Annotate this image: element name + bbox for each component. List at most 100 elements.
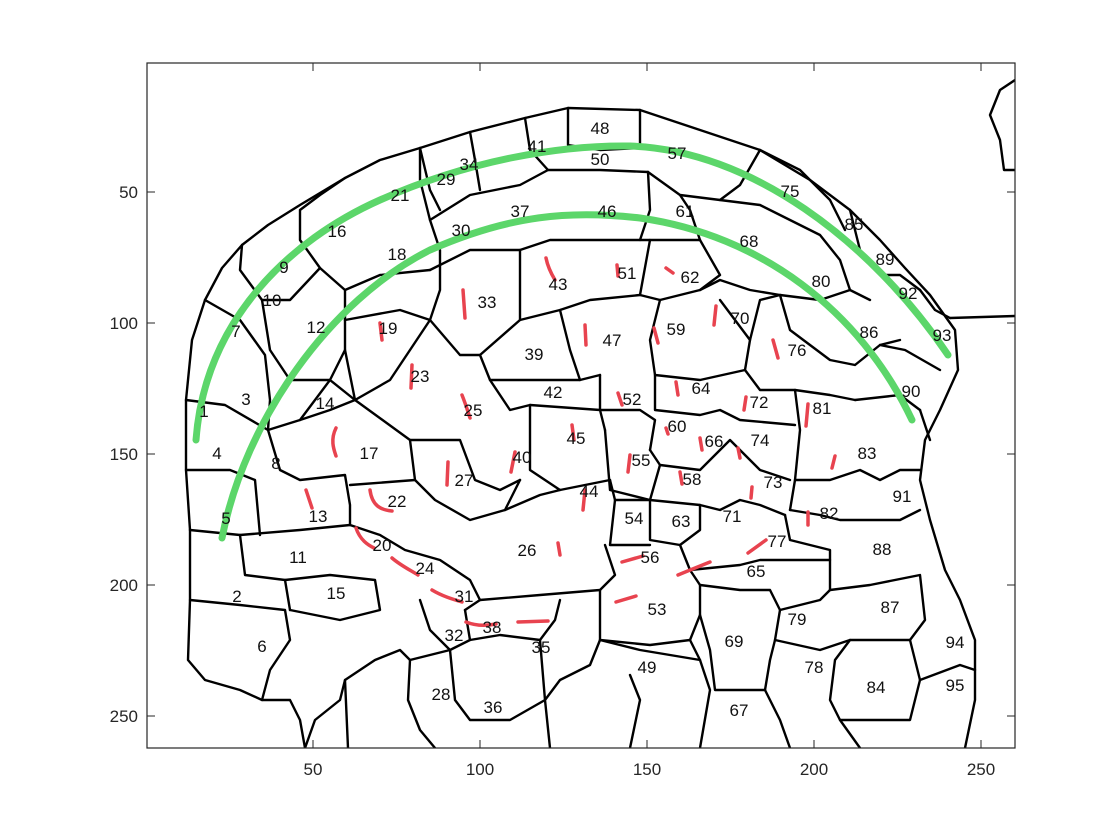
region-label: 80	[812, 272, 831, 291]
red-stroke	[615, 263, 620, 278]
region-label: 63	[672, 512, 691, 531]
region-label: 73	[764, 473, 783, 492]
region-label: 87	[881, 598, 900, 617]
region-label: 21	[391, 186, 410, 205]
region-label: 34	[460, 155, 479, 174]
x-axis	[312, 63, 982, 748]
boundary	[558, 308, 582, 382]
red-stroke	[516, 619, 550, 624]
region-label: 18	[388, 245, 407, 264]
region-label: 95	[946, 676, 965, 695]
red-stroke	[742, 395, 748, 412]
y-tick-label: 200	[110, 576, 138, 595]
x-tick-label: 250	[967, 760, 995, 779]
region-label: 68	[740, 232, 759, 251]
region-label: 25	[464, 401, 483, 420]
region-label: 45	[567, 429, 586, 448]
region-label: 15	[327, 584, 346, 603]
red-stroke	[430, 588, 464, 604]
region-label: 28	[432, 685, 451, 704]
red-stroke	[390, 556, 420, 577]
boundary	[878, 343, 942, 372]
region-label: 53	[648, 600, 667, 619]
boundary	[758, 148, 847, 232]
boundary	[783, 513, 832, 592]
region-label: 3	[241, 390, 250, 409]
red-stroke	[583, 323, 588, 347]
x-tick-label: 150	[633, 760, 661, 779]
region-label: 1	[199, 402, 208, 421]
red-stroke	[509, 450, 517, 474]
boundary	[566, 106, 642, 152]
boundary	[184, 398, 357, 432]
red-stroke	[698, 436, 704, 452]
region-label: 47	[603, 331, 622, 350]
boundary	[343, 318, 482, 402]
region-label: 70	[731, 309, 750, 328]
region-label: 58	[683, 470, 702, 489]
region-label: 36	[484, 698, 503, 717]
boundary	[688, 638, 712, 748]
region-label: 89	[876, 250, 895, 269]
boundary	[788, 388, 802, 512]
boundary	[638, 278, 782, 302]
red-stroke	[830, 454, 837, 470]
region-label: 81	[813, 399, 832, 418]
region-label: 91	[893, 487, 912, 506]
region-label: 44	[580, 482, 599, 501]
region-label: 2	[232, 587, 241, 606]
region-label: 50	[591, 150, 610, 169]
region-label: 88	[873, 540, 892, 559]
boundary	[238, 533, 292, 612]
region-label: 30	[452, 221, 471, 240]
boundary	[918, 408, 932, 442]
y-tick-label: 100	[110, 314, 138, 333]
red-stroke	[378, 321, 384, 342]
boundary	[678, 543, 832, 572]
region-label: 52	[623, 390, 642, 409]
boundary	[918, 288, 952, 320]
region-label: 76	[788, 341, 807, 360]
region-label: 22	[388, 492, 407, 511]
outer-arc	[192, 142, 952, 444]
region-label: 84	[867, 678, 886, 697]
region-label: 77	[768, 532, 787, 551]
red-stroke	[674, 380, 680, 397]
red-stroke	[409, 363, 414, 390]
region-label: 83	[858, 444, 877, 463]
region-label: 51	[618, 264, 637, 283]
boundary	[748, 288, 872, 342]
red-stroke	[736, 446, 742, 460]
region-label: 33	[478, 293, 497, 312]
region-label: 40	[513, 448, 532, 467]
red-stroke	[664, 266, 675, 275]
boundary	[778, 293, 902, 367]
boundary	[598, 373, 657, 452]
region-label: 20	[373, 536, 392, 555]
boundary	[298, 378, 417, 487]
inner-arc	[218, 211, 916, 542]
boundary	[793, 468, 922, 482]
red-stroke	[368, 488, 394, 513]
y-tick-labels: 50 100 150 200 250	[110, 183, 138, 726]
boundary	[478, 353, 602, 382]
red-stroke	[712, 304, 718, 327]
boundary	[266, 428, 352, 527]
boundary	[188, 523, 352, 537]
boundary	[343, 678, 350, 748]
region-label: 65	[747, 562, 766, 581]
red-stroke	[581, 488, 587, 512]
y-tick-label: 250	[110, 707, 138, 726]
region-label: 32	[445, 626, 464, 645]
boundary	[518, 238, 652, 322]
boundary	[283, 573, 382, 622]
red-stroke	[461, 288, 467, 320]
boundary	[788, 508, 922, 522]
red-stroke	[652, 326, 660, 345]
region-label: 43	[549, 275, 568, 294]
red-stroke	[664, 426, 670, 436]
boundary	[428, 168, 650, 222]
region-label: 29	[437, 170, 456, 189]
red-stroke	[678, 470, 684, 486]
region-label: 4	[212, 444, 221, 463]
